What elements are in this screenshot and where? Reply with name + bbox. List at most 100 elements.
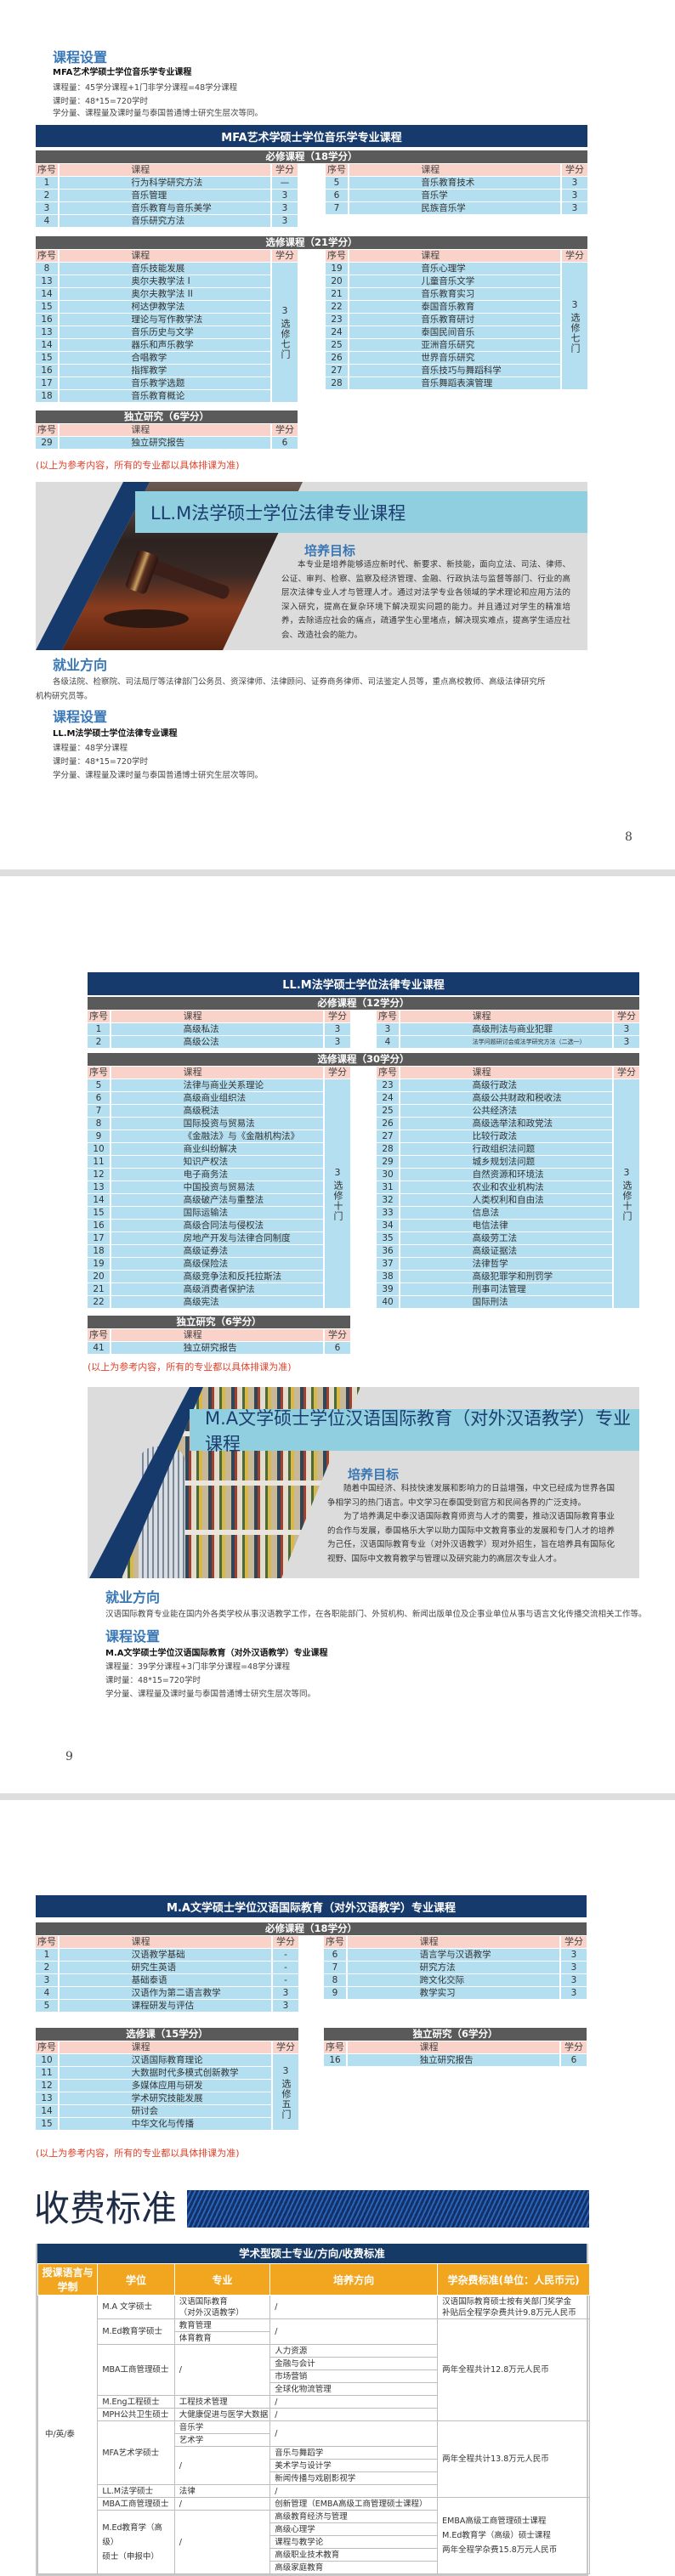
course-name: 合唱教学	[60, 352, 270, 364]
elective-requirement: 选修十门	[332, 1180, 343, 1221]
training-goal-heading: 培养目标	[304, 543, 356, 558]
course-number: 4	[377, 1036, 399, 1048]
course-name: 泰国民间音乐	[349, 326, 560, 338]
column-header: 学分	[562, 164, 587, 176]
info-line: 课程量：45学分课程+1门非学分课程=48学分课程	[53, 83, 238, 93]
column-header: 学分	[272, 164, 298, 176]
training-goal-heading: 培养目标	[348, 1467, 400, 1482]
merged-credit: 3	[282, 2064, 289, 2076]
course-name: 《金融法》与《金融机构法》	[111, 1130, 323, 1142]
fee-table: 学术型硕士专业/方向/收费标准 授课语言与学制 学位 专业 培养方向 学杂费标准…	[36, 2244, 590, 2576]
course-number: 3	[36, 1974, 58, 1986]
fee-cell: 两年全程共计13.8万元人民币	[437, 2420, 590, 2498]
course-name: 音乐技能发展	[60, 263, 270, 275]
column-header: 课程	[111, 1011, 323, 1022]
course-name: 法律哲学	[400, 1258, 612, 1270]
course-name: 高级消费者保护法	[111, 1283, 323, 1295]
training-goal-text: 随着中国经济、科技快速发展和影响力的日益增强，中文已经成为世界各国争相学习的热门…	[327, 1482, 615, 1566]
right-course-table: 独立研究（6学分） 序号 课程 学分 16 独立研究报告 6	[324, 2028, 587, 2130]
course-table-title: MFA艺术学硕士学位音乐学专业课程	[36, 125, 587, 147]
course-name: 独立研究报告	[348, 2054, 559, 2066]
course-name: 高级劳工法	[400, 1232, 612, 1244]
degree-cell: MBA工商管理硕士	[97, 2497, 175, 2511]
column-header: 课程	[349, 250, 560, 262]
info-line: 课时量：48*15=720学时	[53, 97, 149, 106]
course-name: 国际刑法	[400, 1296, 612, 1308]
course-number: 8	[88, 1118, 110, 1129]
column-header: 序号	[36, 1936, 58, 1948]
header-cell: 学位	[97, 2263, 175, 2296]
column-header: 学分	[614, 1067, 639, 1079]
column-header: 序号	[36, 424, 58, 436]
course-number: 11	[88, 1156, 110, 1168]
column-header: 课程	[111, 1067, 323, 1079]
course-name: 中华文化与传播	[60, 2118, 271, 2130]
course-grid: 序号 课程 学分 29 独立研究报告 6	[36, 424, 298, 449]
fee-row: / 音乐与舞蹈学	[38, 2446, 590, 2485]
major-cell: 体育教育	[173, 2331, 271, 2345]
merged-credit-cell: 3 选修十门	[325, 1079, 350, 1308]
course-number: 24	[326, 326, 348, 338]
elective-requirement: 选修十门	[621, 1180, 632, 1221]
left-course-table: 选修课（15学分） 序号 课程 学分 10 汉语国际教育理论 11 大数据时代多模式创新教学 1…	[36, 2028, 298, 2130]
course-number: 6	[88, 1092, 110, 1104]
course-name: 亚洲音乐研究	[349, 339, 560, 351]
course-credit: -	[273, 1962, 298, 1973]
course-name: 大数据时代多模式创新教学	[60, 2067, 271, 2079]
course-credit: 6	[325, 1342, 350, 1354]
course-number: 39	[377, 1283, 399, 1295]
section-bar: 独立研究（6学分）	[324, 2028, 587, 2041]
course-name: 学术研究技能发展	[60, 2092, 271, 2104]
fee-row: M.Eng工程硕士 工程技术管理 /	[38, 2395, 590, 2409]
course-number: 3	[377, 1023, 399, 1035]
section-bar: 独立研究（6学分）	[36, 410, 298, 423]
merged-credit: 3	[623, 1166, 630, 1178]
course-number: 41	[88, 1342, 110, 1354]
course-credit: -	[273, 1949, 298, 1961]
course-number: 1	[36, 177, 58, 189]
course-number: 4	[36, 1987, 58, 1999]
direction-cell: 高级职业技术教育	[269, 2548, 439, 2562]
column-header: 学分	[272, 424, 298, 436]
course-grid: 序号 课程 学分 3 高级刑法与商业犯罪 3 4 法学问题研讨会或法学研究方法（二选一） 3	[377, 1011, 639, 1048]
course-number: 14	[36, 288, 58, 300]
course-number: 22	[88, 1296, 110, 1308]
column-header: 学分	[325, 1011, 350, 1022]
major-cell: /	[173, 2510, 271, 2574]
course-number: 15	[36, 301, 58, 313]
direction-cell: 高级心理学	[269, 2522, 439, 2536]
direction-cell: /	[269, 2484, 439, 2498]
header-cell: 培养方向	[269, 2263, 439, 2296]
reference-note: (以上为参考内容，所有的专业都以具体排课为准)	[36, 460, 240, 471]
direction-cell: 人力资源	[269, 2344, 439, 2358]
column-header: 课程	[60, 424, 270, 436]
course-credit: 6	[561, 2054, 587, 2066]
course-number: 7	[88, 1105, 110, 1117]
course-name: 汉语作为第二语言教学	[60, 1987, 271, 1999]
employment-heading: 就业方向	[53, 657, 108, 673]
course-number: 31	[377, 1181, 399, 1193]
course-name: 高级私法	[111, 1023, 323, 1035]
course-number: 29	[36, 437, 58, 449]
course-grid: 序号 课程 学分 5 法律与商业关系理论 6 高级商业组织法 7 高级税法 8 国际投资与贸易法 9 《…	[88, 1067, 350, 1308]
course-name: 高级犯罪学和刑罚学	[400, 1271, 612, 1282]
column-header: 学分	[325, 1067, 350, 1079]
elective-courses-block: 选修课程（30学分） 序号 课程 学分 5 法律与商业关系理论 6 高级商业组织法 7 高级税法 8…	[88, 1053, 639, 1308]
merged-credit-cell: 3 选修五门	[273, 2054, 298, 2130]
course-name: 国际投资与贸易法	[111, 1118, 323, 1129]
direction-cell: /	[269, 2395, 439, 2409]
course-name: 民族音乐学	[349, 202, 560, 214]
degree-cell: MBA工商管理硕士	[97, 2344, 175, 2396]
right-course-table: 序号 课程 学分 5 音乐教育技术 3 6 音乐学 3 7 民族音乐学 3	[326, 164, 587, 227]
course-credit: 3	[561, 1949, 587, 1961]
course-name: 器乐和声乐教学	[60, 339, 270, 351]
column-header: 序号	[324, 2041, 346, 2053]
direction-cell: 高级教育经济与管理	[269, 2510, 439, 2523]
training-goal-text: 本专业是培养能够适应新时代、新要求、新技能，面向立法、司法、律师、公证、审判、检…	[281, 558, 570, 643]
course-grid: 序号 课程 学分 1 行为科学研究方法 —2 音乐管理 3 3 音乐教育与音乐美学 3 4 音乐研究方法…	[36, 164, 298, 227]
degree-cell: MPH公共卫生硕士	[97, 2408, 175, 2421]
section-bar: 独立研究（6学分）	[88, 1316, 350, 1328]
elective-independent-block: 选修课（15学分） 序号 课程 学分 10 汉语国际教育理论 11 大数据时代多模式创新教学 1…	[36, 2028, 587, 2130]
program-subtitle: LL.M法学硕士学位法律专业课程	[53, 729, 178, 739]
course-name: 高级证据法	[400, 1245, 612, 1257]
